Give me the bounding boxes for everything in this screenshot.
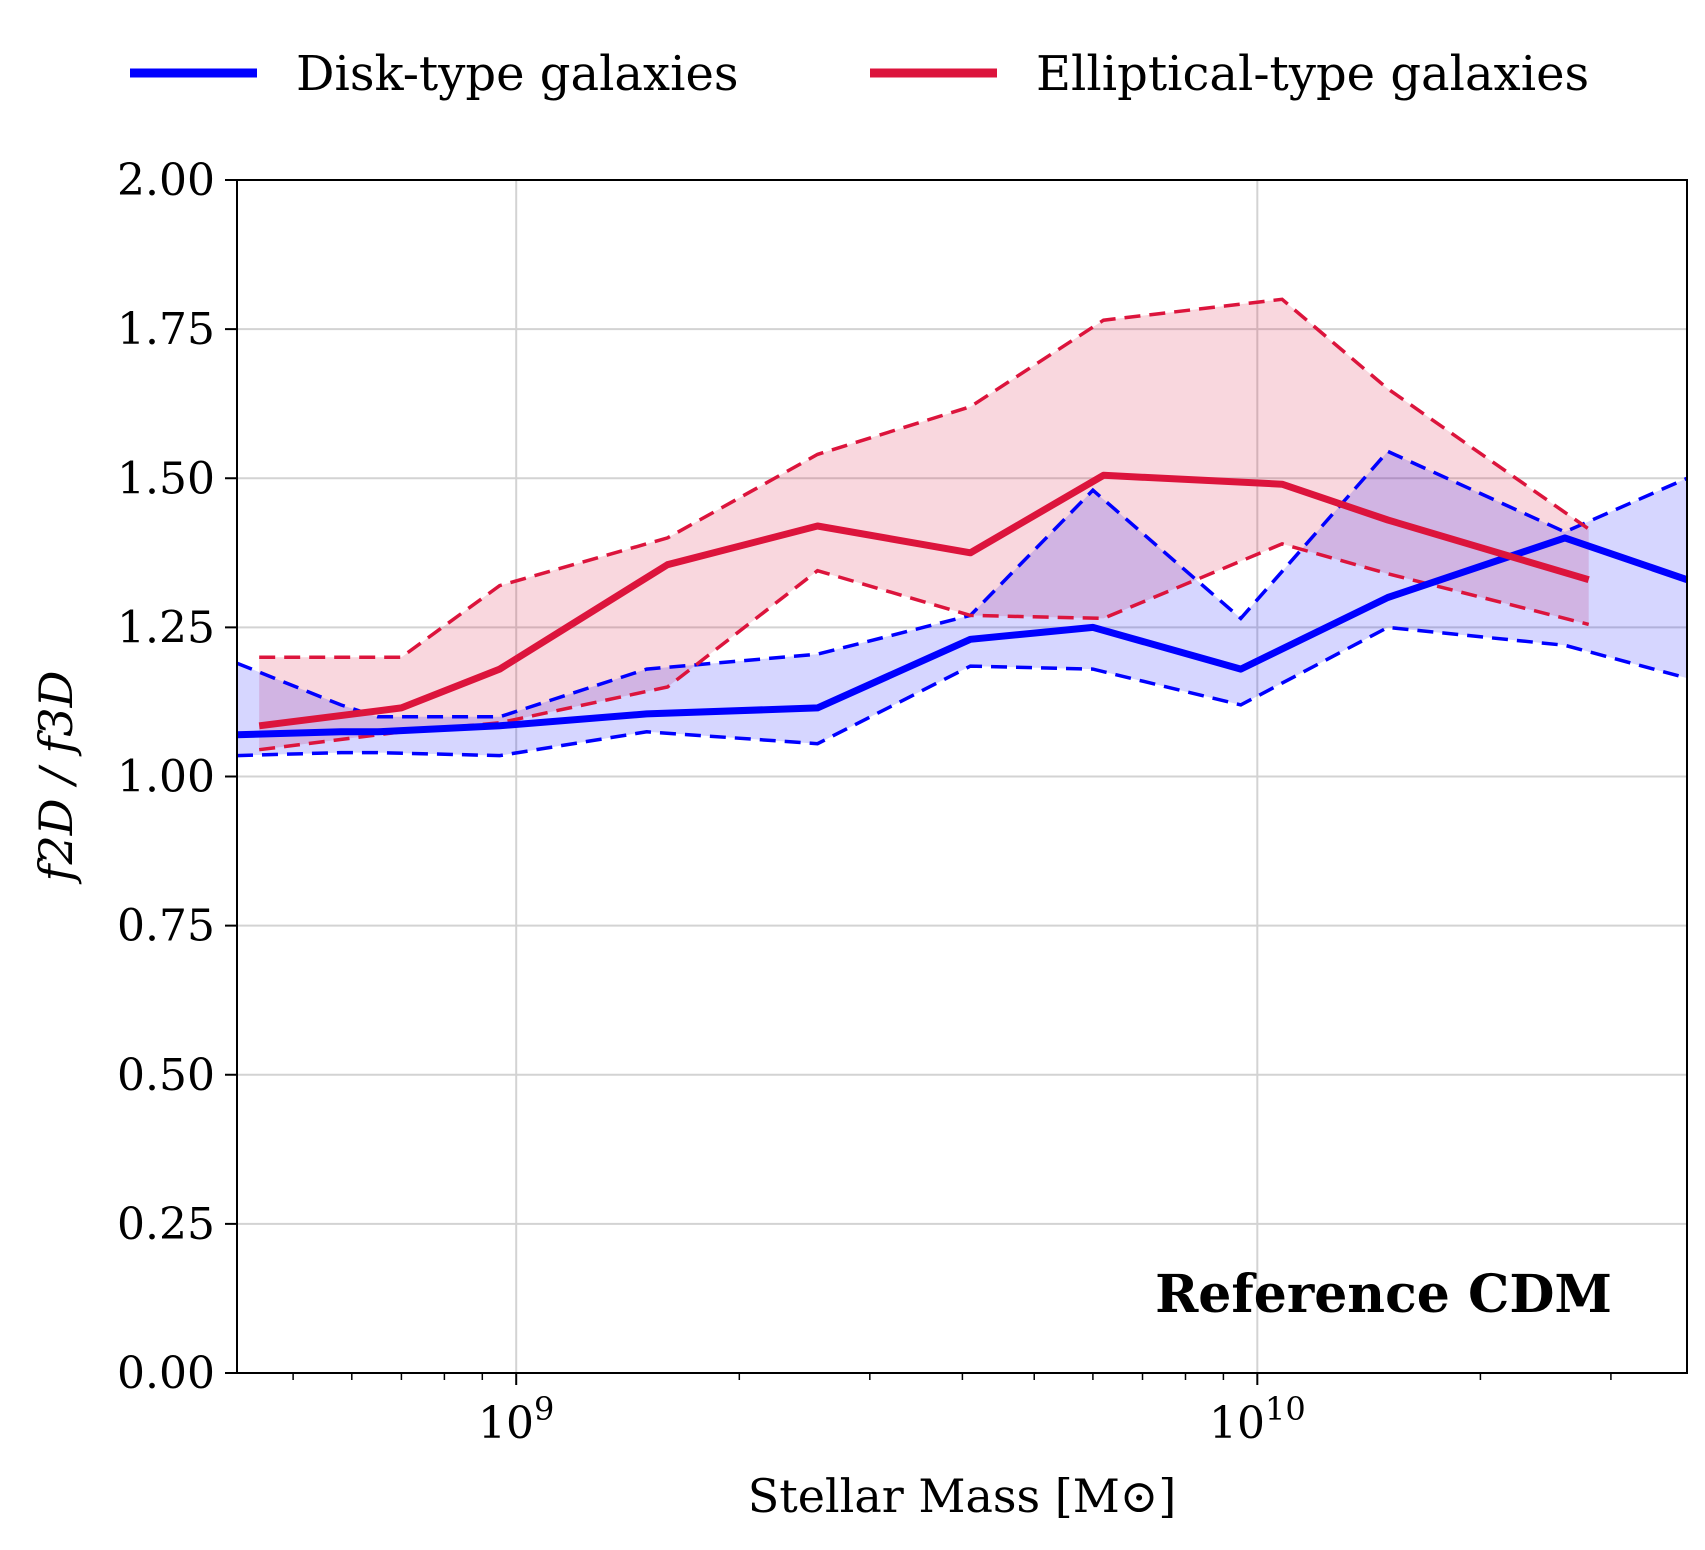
y-tick-label: 1.75 [117,304,215,355]
grid [237,179,1687,1374]
band-elliptical [259,299,1589,750]
lower-bound-elliptical [258,542,1590,752]
y-tick-label: 0.50 [117,1050,215,1101]
x-tick-label: 1010 [1209,1390,1306,1449]
y-tick-label: 0.75 [117,901,215,952]
upper-bound-elliptical [259,297,1590,659]
lower-bound-disk [236,625,1688,758]
y-tick-label: 2.00 [117,155,215,206]
y-tick-label: 1.25 [117,602,215,653]
upper-bound-disk [236,449,1688,719]
bands [237,299,1687,756]
legend-disk-label: Disk-type galaxies [296,46,739,102]
annotation-reference-cdm: Reference CDM [1155,1264,1612,1325]
x-axis-label: Stellar Mass [M⊙] [748,1469,1177,1523]
series-lines [236,297,1689,758]
median-line-elliptical [258,471,1590,730]
ticks: 0.00 0.25 0.50 0.75 1.00 1.25 1.50 1.75 2.00 109 1… [117,155,1612,1449]
y-tick-label: 1.00 [117,752,215,803]
y-tick-label: 0.00 [117,1348,215,1399]
y-tick-label: 0.25 [117,1199,215,1250]
legend-elliptical-label: Elliptical-type galaxies [1036,46,1589,102]
y-axis-label: f2D / f3D [29,670,83,884]
band-disk [237,451,1687,756]
median-line-disk [236,534,1689,739]
legend: Disk-type galaxies Elliptical-type galax… [130,46,1589,102]
x-tick-label: 109 [478,1390,554,1449]
y-tick-label: 1.50 [117,453,215,504]
